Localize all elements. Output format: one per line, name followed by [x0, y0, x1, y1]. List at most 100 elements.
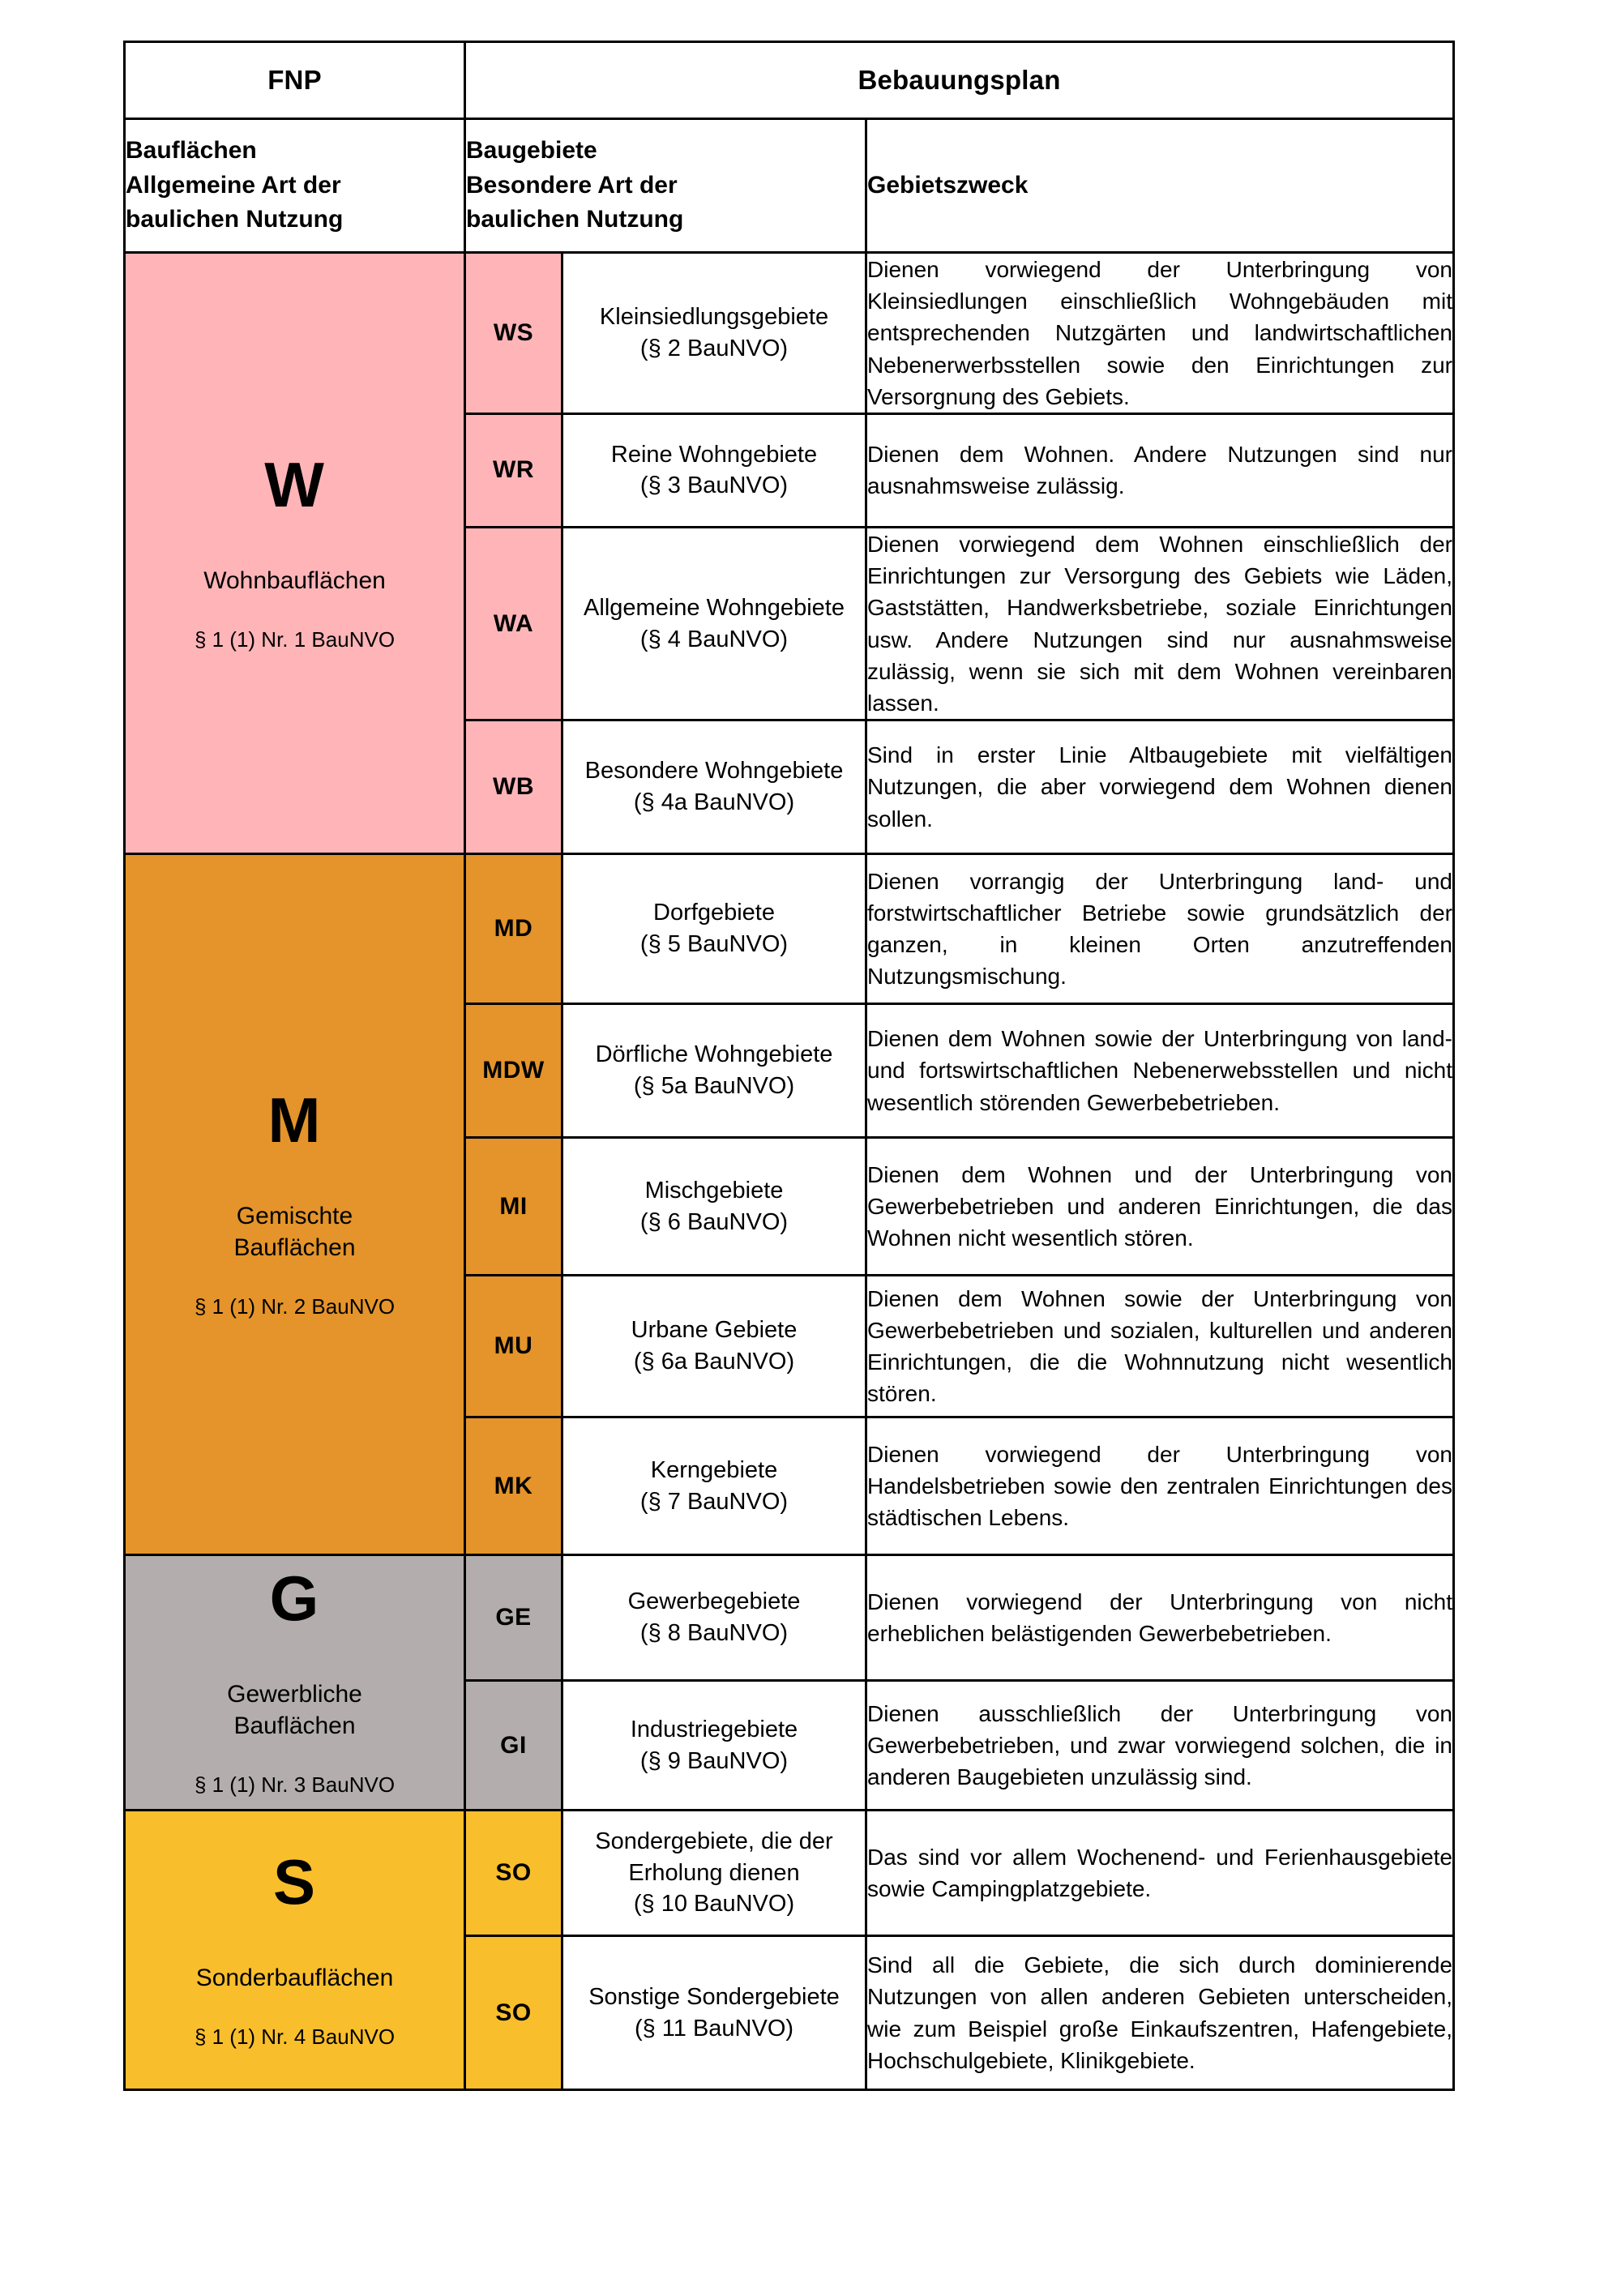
group-letter-m: M — [267, 1084, 322, 1157]
table-row: GI Industriegebiete (§ 9 BauNVO) Dienen aus… — [125, 1679, 1455, 1812]
baugebiet-name-cell: Sondergebiete, die der Erholung dienen (§… — [561, 1809, 867, 1938]
header-gebietszweck-label: Gebietszweck — [867, 171, 1029, 199]
gebietszweck-description: Sind all die Gebiete, die sich durch dom… — [865, 1935, 1455, 2092]
baugebiet-paragraph: (§ 2 BauNVO) — [639, 335, 789, 361]
gebietszweck-description: Dienen dem Wohnen sowie der Unterbringun… — [865, 1003, 1455, 1139]
group-letter-w: W — [264, 449, 325, 521]
baugebiet-paragraph: (§ 6 BauNVO) — [639, 1208, 789, 1235]
header-col-baugebiete: Baugebiete Besondere Art der baulichen Nut… — [464, 118, 867, 254]
baugebiet-abbreviation: MI — [464, 1136, 563, 1277]
table-row: G Gewerbliche Bauflächen § 1 (1) Nr. 3 Bau… — [123, 1554, 1455, 1812]
baugebiet-name: Sonstige Sondergebiete — [588, 1983, 840, 2010]
baugebiet-abbreviation: MD — [464, 853, 563, 1006]
table-row: WR Reine Wohngebiete (§ 3 BauNVO) Dienen de… — [125, 412, 1455, 528]
baugebiet-paragraph: (§ 5a BauNVO) — [633, 1073, 795, 1100]
table-row: MU Urbane Gebiete (§ 6a BauNVO) Dienen dem … — [125, 1274, 1455, 1419]
gebietszweck-description: Dienen dem Wohnen und der Unterbringung … — [865, 1136, 1455, 1277]
baugebiet-name-cell: Dörfliche Wohngebiete (§ 5a BauNVO) — [561, 1003, 867, 1139]
gebietszweck-description: Dienen dem Wohnen. Andere Nutzungen sind… — [865, 412, 1455, 528]
gebietszweck-description: Dienen dem Wohnen sowie der Unterbringun… — [865, 1274, 1455, 1419]
baugebiet-paragraph: (§ 8 BauNVO) — [639, 1620, 789, 1647]
header-bauflaechen-line2: Allgemeine Art der — [126, 171, 341, 199]
baugebiet-name: Urbane Gebiete — [631, 1317, 798, 1344]
header-fnp: FNP — [123, 41, 466, 120]
baugebiet-name: Gewerbegebiete — [627, 1588, 801, 1615]
group-name-s: Sonderbauflächen — [195, 1964, 394, 1991]
group-reference-g: § 1 (1) Nr. 3 BauNVO — [194, 1772, 396, 1798]
baugebiet-name: Dorfgebiete — [653, 900, 775, 926]
baugebiet-abbreviation: MK — [464, 1416, 563, 1557]
baugebiet-name-cell: Kerngebiete (§ 7 BauNVO) — [561, 1416, 867, 1557]
baugebiet-abbreviation: MU — [464, 1274, 563, 1419]
baugebiet-name-cell: Sonstige Sondergebiete (§ 11 BauNVO) — [561, 1935, 867, 2092]
baugebiet-name: Reine Wohngebiete — [610, 441, 818, 468]
baugebiet-name: Mischgebiete — [644, 1177, 784, 1204]
header-bauflaechen-line1: Bauflächen — [126, 137, 257, 165]
gebietszweck-description: Das sind vor allem Wochenend- und Ferien… — [865, 1809, 1455, 1938]
baugebiet-abbreviation: WB — [464, 719, 563, 856]
group-cell-g: G Gewerbliche Bauflächen § 1 (1) Nr. 3 Bau… — [123, 1554, 466, 1812]
baugebiet-name-cell: Reine Wohngebiete (§ 3 BauNVO) — [561, 412, 867, 528]
baugebiet-paragraph: (§ 4 BauNVO) — [639, 626, 789, 652]
table-row: W Wohnbauflächen § 1 (1) Nr. 1 BauNVO WS Kle… — [123, 250, 1455, 856]
gebietszweck-description: Sind in erster Linie Altbaugebiete mit v… — [865, 719, 1455, 856]
table-row: MK Kerngebiete (§ 7 BauNVO) Dienen vorwiege… — [125, 1416, 1455, 1557]
group-reference-m: § 1 (1) Nr. 2 BauNVO — [194, 1294, 396, 1319]
group-cell-w: W Wohnbauflächen § 1 (1) Nr. 1 BauNVO — [123, 250, 466, 856]
group-cell-m: M Gemischte Bauflächen § 1 (1) Nr. 2 BauNV… — [123, 853, 466, 1557]
baugebiet-abbreviation: WR — [464, 412, 563, 528]
header-col-gebietszweck: Gebietszweck — [865, 118, 1455, 254]
baugebiet-name: Besondere Wohngebiete — [584, 758, 844, 785]
baugebiet-abbreviation: WS — [464, 251, 563, 415]
table-header-row-sub: Bauflächen Allgemeine Art der baulichen Nu… — [123, 118, 1455, 254]
baugebiet-name-cell: Dorfgebiete (§ 5 BauNVO) — [561, 853, 867, 1006]
gebietszweck-description: Dienen vorwiegend der Unterbringung von … — [865, 1554, 1455, 1682]
baugebiet-paragraph: (§ 9 BauNVO) — [639, 1747, 789, 1774]
baugebiet-paragraph: (§ 4a BauNVO) — [633, 789, 795, 816]
header-baugebiete-line1: Baugebiete — [466, 137, 597, 165]
baugebiet-paragraph: (§ 6a BauNVO) — [633, 1349, 795, 1375]
group-letter-g: G — [269, 1563, 320, 1635]
table-row: WA Allgemeine Wohngebiete (§ 4 BauNVO) Dien… — [125, 525, 1455, 722]
gebietszweck-description: Dienen vorwiegend der Unterbringung von … — [865, 251, 1455, 415]
baugebiet-name-cell: Urbane Gebiete (§ 6a BauNVO) — [561, 1274, 867, 1419]
gebietszweck-description: Dienen vorwiegend der Unterbringung von … — [865, 1416, 1455, 1557]
baugebiet-name-cell: Industriegebiete (§ 9 BauNVO) — [561, 1679, 867, 1812]
baugebiet-name-cell: Allgemeine Wohngebiete (§ 4 BauNVO) — [561, 525, 867, 722]
group-name-w: Wohnbauflächen — [203, 567, 386, 595]
baugebiet-name-cell: Besondere Wohngebiete (§ 4a BauNVO) — [561, 719, 867, 856]
baugebiet-abbreviation: GI — [464, 1679, 563, 1812]
gebietszweck-description: Dienen vorwiegend dem Wohnen einschließl… — [865, 525, 1455, 722]
fnp-bebauungsplan-table: FNP Bebauungsplan Bauflächen Allgemeine Art… — [123, 41, 1455, 2092]
table-row: MDW Dörfliche Wohngebiete (§ 5a BauNVO) Die… — [125, 1003, 1455, 1139]
group-letter-s: S — [272, 1845, 317, 1918]
baugebiet-paragraph: (§ 7 BauNVO) — [639, 1488, 789, 1515]
baugebiet-name-cell: Mischgebiete (§ 6 BauNVO) — [561, 1136, 867, 1277]
header-baugebiete-line2: Besondere Art der — [466, 171, 678, 199]
header-bauflaechen-line3: baulichen Nutzung — [126, 206, 344, 233]
table-row: SO Sonstige Sondergebiete (§ 11 BauNVO) Sin… — [125, 1935, 1455, 2092]
baugebiet-abbreviation: SO — [464, 1809, 563, 1938]
group-cell-s: S Sonderbauflächen § 1 (1) Nr. 4 BauNVO — [123, 1809, 466, 2092]
table-header-row-top: FNP Bebauungsplan — [123, 41, 1455, 120]
header-col-bauflaechen: Bauflächen Allgemeine Art der baulichen Nu… — [123, 118, 466, 254]
table-row: S Sonderbauflächen § 1 (1) Nr. 4 BauNVO SO S… — [123, 1809, 1455, 2092]
baugebiet-name: Dörfliche Wohngebiete — [595, 1041, 833, 1068]
baugebiet-name: Industriegebiete — [630, 1716, 798, 1742]
gebietszweck-description: Dienen ausschließlich der Unterbringung … — [865, 1679, 1455, 1812]
baugebiet-name: Sondergebiete, die der Erholung dienen — [595, 1828, 833, 1886]
baugebiet-paragraph: (§ 3 BauNVO) — [639, 472, 789, 499]
group-reference-s: § 1 (1) Nr. 4 BauNVO — [194, 2024, 396, 2049]
baugebiet-paragraph: (§ 5 BauNVO) — [639, 931, 789, 958]
table-row: M Gemischte Bauflächen § 1 (1) Nr. 2 BauNV… — [123, 853, 1455, 1557]
baugebiet-name: Kerngebiete — [650, 1456, 778, 1483]
baugebiet-abbreviation: SO — [464, 1935, 563, 2092]
baugebiet-name-cell: Kleinsiedlungsgebiete (§ 2 BauNVO) — [561, 251, 867, 415]
gebietszweck-description: Dienen vorrangig der Unterbringung land-… — [865, 853, 1455, 1006]
baugebiet-name-cell: Gewerbegebiete (§ 8 BauNVO) — [561, 1554, 867, 1682]
baugebiet-paragraph: (§ 10 BauNVO) — [633, 1891, 795, 1918]
group-name-g: Gewerbliche Bauflächen — [227, 1681, 362, 1740]
baugebiet-paragraph: (§ 11 BauNVO) — [634, 2015, 794, 2042]
header-baugebiete-line3: baulichen Nutzung — [466, 206, 684, 233]
